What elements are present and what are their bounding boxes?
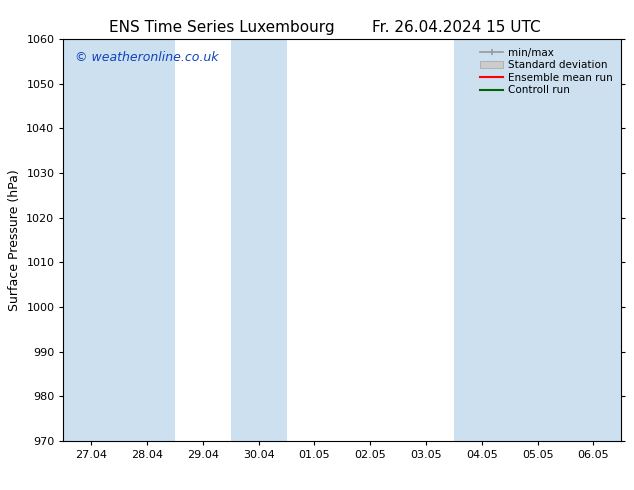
Text: ENS Time Series Luxembourg: ENS Time Series Luxembourg [109, 20, 335, 35]
Text: Fr. 26.04.2024 15 UTC: Fr. 26.04.2024 15 UTC [372, 20, 541, 35]
Bar [231, 39, 287, 441]
Bar [119, 39, 175, 441]
Bar [454, 39, 510, 441]
Bar [566, 39, 621, 441]
Text: © weatheronline.co.uk: © weatheronline.co.uk [75, 51, 218, 64]
Bar [510, 39, 566, 441]
Legend: min/max, Standard deviation, Ensemble mean run, Controll run: min/max, Standard deviation, Ensemble me… [477, 45, 616, 98]
Bar [63, 39, 119, 441]
Y-axis label: Surface Pressure (hPa): Surface Pressure (hPa) [8, 169, 21, 311]
